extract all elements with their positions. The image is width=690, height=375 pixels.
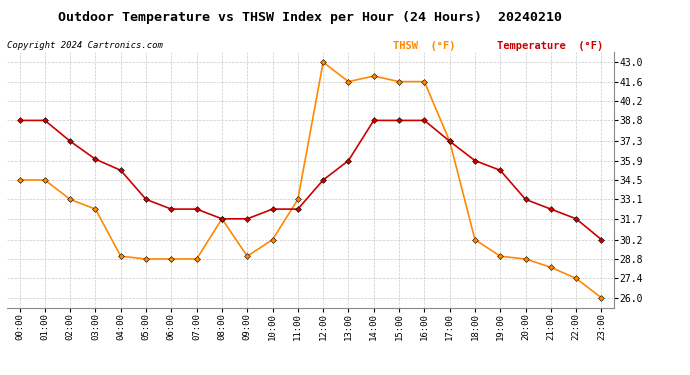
Text: Outdoor Temperature vs THSW Index per Hour (24 Hours)  20240210: Outdoor Temperature vs THSW Index per Ho… — [59, 11, 562, 24]
Text: Copyright 2024 Cartronics.com: Copyright 2024 Cartronics.com — [7, 41, 163, 50]
Text: THSW  (°F): THSW (°F) — [393, 41, 456, 51]
Text: Temperature  (°F): Temperature (°F) — [497, 41, 603, 51]
